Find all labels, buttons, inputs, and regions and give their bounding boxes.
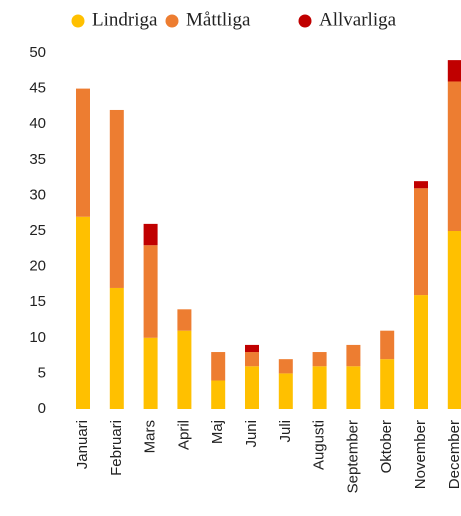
x-tick-label: Maj — [209, 420, 226, 444]
x-tick-label: Juli — [277, 420, 294, 443]
bar-segment — [177, 330, 192, 409]
y-tick-label: 5 — [38, 364, 46, 381]
bar-segment — [76, 216, 90, 409]
bar-segment — [109, 109, 124, 288]
x-tick-label: Oktober — [378, 420, 395, 473]
y-tick-label: 50 — [29, 44, 46, 61]
bar-segment — [414, 181, 428, 189]
bar-segment — [245, 366, 259, 409]
bar-segment — [278, 359, 293, 374]
bar-segment — [143, 337, 158, 409]
x-tick-label: Februari — [108, 420, 125, 476]
bar-segment — [245, 352, 259, 367]
bar-segment — [76, 88, 90, 217]
legend-label: Lindriga — [92, 9, 158, 30]
bar-segment — [414, 295, 428, 409]
bar-segment — [278, 373, 293, 409]
y-tick-label: 45 — [29, 80, 46, 97]
bar-segment — [380, 330, 395, 360]
bar-segment — [312, 366, 327, 409]
bar-segment — [177, 309, 192, 331]
y-tick-label: 15 — [29, 293, 46, 310]
legend-label: Allvarliga — [319, 9, 397, 30]
y-tick-label: 30 — [29, 186, 46, 203]
bar-segment — [447, 231, 461, 409]
bar-segment — [211, 380, 226, 409]
bar-segment — [109, 287, 124, 409]
x-tick-label: December — [446, 420, 461, 489]
bar-segment — [380, 359, 395, 409]
bar-segment — [143, 223, 158, 246]
y-tick-label: 25 — [29, 222, 46, 239]
bar-segment — [414, 188, 428, 296]
x-tick-label: April — [175, 420, 192, 450]
x-tick-label: November — [412, 420, 429, 489]
x-tick-label: Juni — [243, 420, 260, 448]
x-tick-label: Januari — [74, 420, 91, 469]
legend-label: Måttliga — [186, 9, 251, 30]
bar-segment — [346, 366, 361, 409]
bar-segment — [312, 352, 327, 367]
bar-segment — [211, 352, 226, 381]
legend-marker — [71, 14, 85, 28]
bar-segment — [447, 81, 461, 231]
x-tick-label: September — [344, 420, 361, 493]
y-tick-label: 40 — [29, 115, 46, 132]
bar-segment — [143, 245, 158, 338]
y-tick-label: 0 — [38, 400, 46, 417]
legend-marker — [165, 14, 179, 28]
legend-marker — [298, 14, 312, 28]
x-tick-label: Mars — [142, 420, 159, 453]
x-tick-label: Augusti — [311, 420, 328, 470]
y-tick-label: 35 — [29, 151, 46, 168]
y-tick-label: 10 — [29, 329, 46, 346]
bar-segment — [245, 344, 259, 353]
y-tick-label: 20 — [29, 258, 46, 275]
bar-segment — [447, 60, 461, 82]
bar-segment — [346, 344, 361, 367]
